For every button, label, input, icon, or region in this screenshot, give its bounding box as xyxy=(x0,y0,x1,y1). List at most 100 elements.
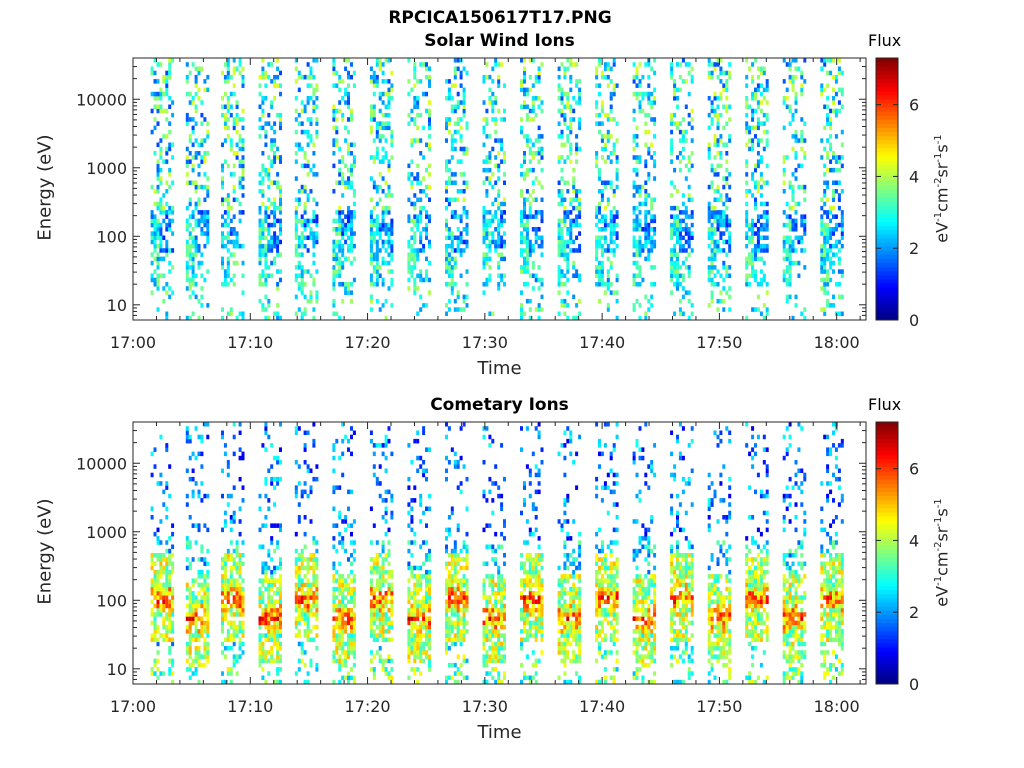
panel1-flux-cell xyxy=(197,201,201,207)
panel1-flux-cell xyxy=(410,252,414,257)
panel1-flux-cell xyxy=(462,66,466,72)
panel1-flux-cell xyxy=(203,172,207,177)
panel1-flux-cell xyxy=(826,298,830,304)
panel1-flux-cell xyxy=(491,146,495,152)
panel1-flux-cell xyxy=(791,218,795,224)
panel1-flux-cell xyxy=(719,231,723,236)
panel1-flux-cell xyxy=(384,125,388,131)
panel1-flux-cell xyxy=(459,235,463,241)
panel1-flux-cell xyxy=(823,163,827,169)
panel2-flux-cell xyxy=(238,620,242,626)
panel1-flux-cell xyxy=(261,74,265,80)
panel1-flux-cell xyxy=(390,138,394,143)
panel1-flux-cell xyxy=(221,243,224,249)
panel1-flux-cell xyxy=(765,307,769,312)
panel1-flux-cell xyxy=(644,214,648,219)
panel1-flux-cell xyxy=(238,146,242,152)
panel1-flux-cell xyxy=(419,189,423,194)
panel1-flux-cell xyxy=(525,112,529,118)
panel1-flux-cell xyxy=(534,79,538,84)
panel1-flux-cell xyxy=(264,134,268,139)
panel1-flux-cell xyxy=(294,129,298,135)
panel1-flux-cell xyxy=(303,311,307,317)
panel1-flux-cell xyxy=(422,155,426,160)
panel1-flux-cell xyxy=(453,58,457,63)
panel1-flux-cell xyxy=(687,159,691,164)
panel1-flux-cell xyxy=(390,303,394,308)
panel1-flux-cell xyxy=(264,74,268,80)
panel1-flux-cell xyxy=(241,210,245,215)
panel1-flux-cell xyxy=(419,277,423,283)
panel1-flux-cell xyxy=(820,260,824,266)
panel1-flux-cell xyxy=(428,125,431,131)
panel1-flux-cell xyxy=(413,201,417,207)
panel1-flux-cell xyxy=(453,307,457,312)
panel2-flux-cell xyxy=(194,624,198,630)
panel2-flux-cell xyxy=(267,553,271,558)
panel1-flux-cell xyxy=(794,303,798,308)
panel1-flux-cell xyxy=(687,184,691,190)
panel2-flux-cell xyxy=(300,553,304,558)
panel2-flux-cell xyxy=(150,557,154,562)
panel2-flux-cell xyxy=(332,591,336,596)
panel1-flux-cell xyxy=(719,58,723,63)
panel1-flux-cell xyxy=(832,231,835,236)
panel2-flux-cell xyxy=(273,548,277,554)
panel1-flux-cell xyxy=(520,239,523,245)
panel1-flux-cell xyxy=(609,79,613,84)
panel2-flux-cell xyxy=(338,603,342,609)
panel1-flux-cell xyxy=(264,273,268,279)
panel1-flux-cell xyxy=(632,282,636,287)
panel1-flux-cell xyxy=(338,108,342,114)
panel1-flux-cell xyxy=(378,307,382,312)
panel2-flux-cell xyxy=(261,616,265,621)
panel1-flux-cell xyxy=(756,159,760,164)
panel2-flux-cell xyxy=(165,616,169,621)
panel1-flux-cell xyxy=(563,104,567,110)
panel1-colorbar-segment xyxy=(876,168,898,174)
panel1-flux-cell xyxy=(422,189,426,194)
panel1-flux-cell xyxy=(557,159,561,164)
panel1-flux-cell xyxy=(221,239,224,245)
panel2-flux-cell xyxy=(352,633,356,638)
panel2-flux-cell xyxy=(279,565,282,571)
panel2-flux-cell xyxy=(279,578,282,583)
panel1-flux-cell xyxy=(235,100,239,105)
panel1-flux-cell xyxy=(384,260,388,266)
panel1-flux-cell xyxy=(264,218,268,224)
panel1-flux-cell xyxy=(578,205,582,211)
panel1-flux-cell xyxy=(232,58,236,63)
panel1-flux-cell xyxy=(690,303,694,308)
panel1-flux-cell xyxy=(681,248,685,253)
panel2-flux-cell xyxy=(312,582,316,588)
panel1-flux-cell xyxy=(497,265,501,270)
panel1-flux-cell xyxy=(482,282,486,287)
panel1-flux-cell xyxy=(635,83,639,88)
panel1-flux-cell xyxy=(381,91,385,97)
panel2-flux-cell xyxy=(162,633,166,638)
panel1-flux-cell xyxy=(560,96,564,101)
panel2-flux-cell xyxy=(241,553,245,558)
panel2-flux-cell xyxy=(276,586,280,592)
panel1-flux-cell xyxy=(638,159,642,164)
panel1-flux-cell xyxy=(612,83,616,88)
panel1-flux-cell xyxy=(445,227,448,232)
panel1-flux-cell xyxy=(226,282,230,287)
panel1-flux-cell xyxy=(456,290,460,295)
panel1-flux-cell xyxy=(765,112,769,118)
panel2-flux-cell xyxy=(297,633,301,638)
panel1-flux-cell xyxy=(765,117,769,122)
panel1-flux-cell xyxy=(485,193,489,198)
panel1-flux-cell xyxy=(232,239,236,245)
panel2-flux-cell xyxy=(223,654,227,659)
panel1-flux-cell xyxy=(332,256,336,262)
panel1-flux-cell xyxy=(303,210,307,215)
panel1-flux-cell xyxy=(826,151,830,156)
panel1-flux-cell xyxy=(315,172,319,177)
panel1-flux-cell xyxy=(751,62,755,67)
panel1-flux-cell xyxy=(378,273,382,279)
panel2-flux-cell xyxy=(303,662,307,668)
panel1-xtick-label: 17:40 xyxy=(579,333,625,352)
panel1-flux-cell xyxy=(369,210,373,215)
panel1-flux-cell xyxy=(185,252,189,257)
